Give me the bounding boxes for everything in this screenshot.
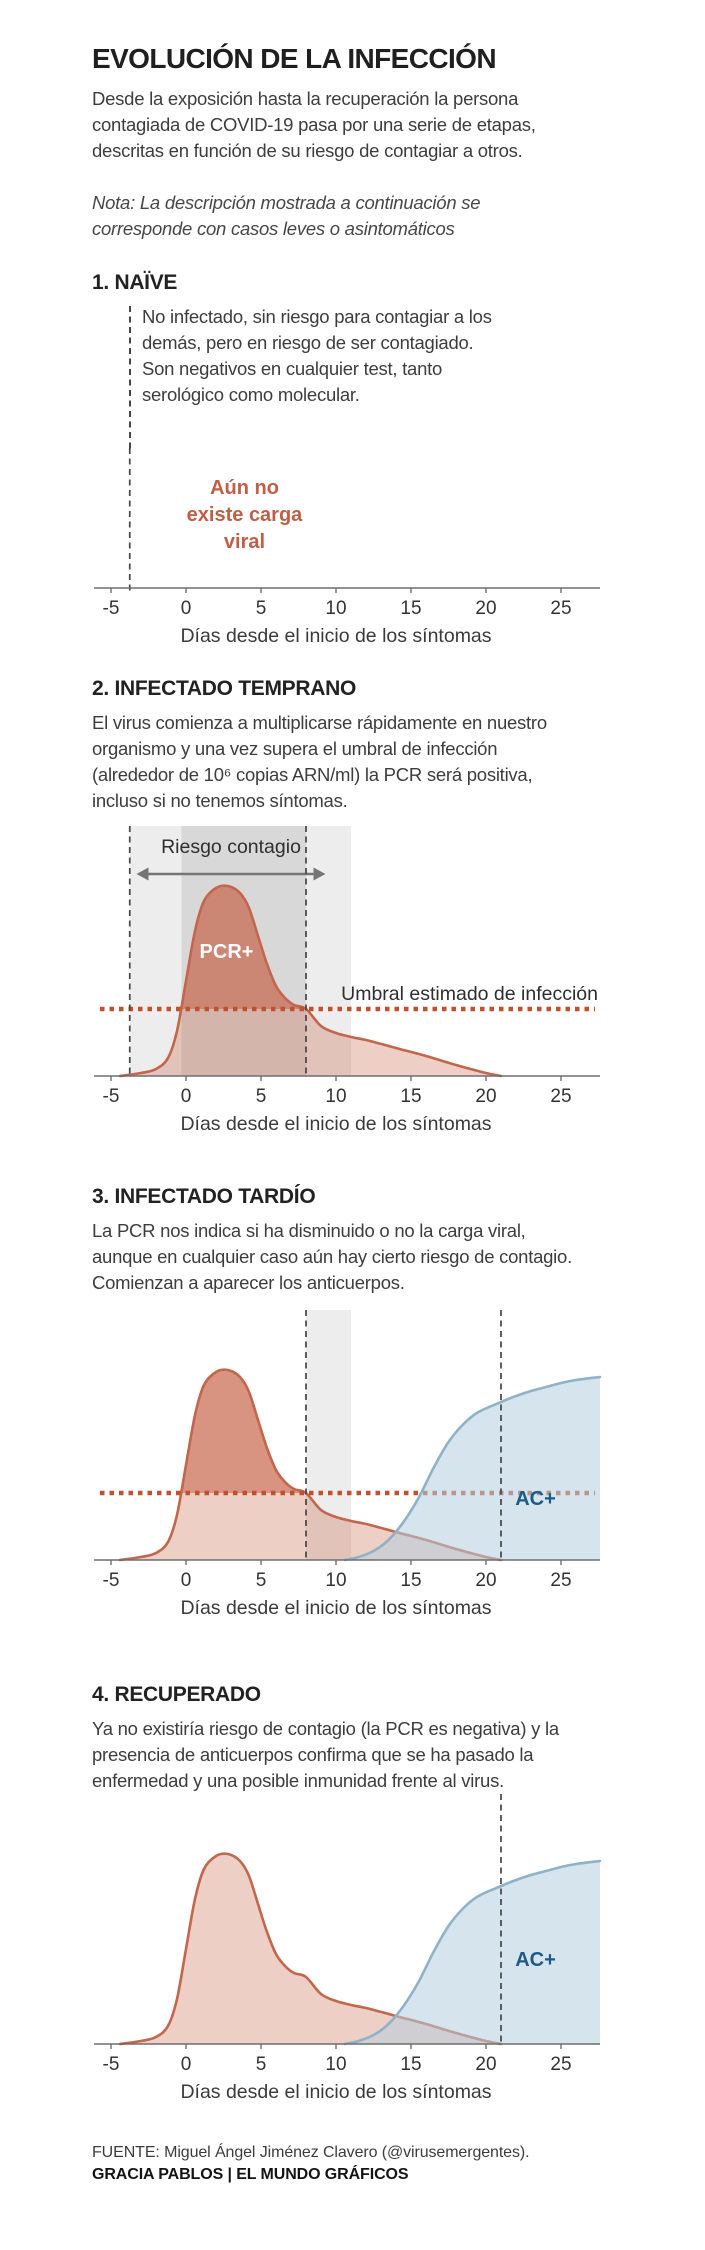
viral-load-curve	[118, 1852, 503, 2046]
x-axis-title: Días desde el inicio de los síntomas	[180, 1113, 491, 1135]
x-tick-label: 0	[181, 1086, 192, 1107]
x-tick-label: 15	[400, 1086, 421, 1107]
x-tick-label: -5	[103, 2054, 120, 2075]
x-tick-label: 25	[550, 1570, 571, 1591]
x-tick-label: 0	[181, 2054, 192, 2075]
x-tick-label: -5	[103, 1086, 120, 1107]
x-tick-label: 10	[325, 1086, 346, 1107]
x-axis: -5 0 5 10 15 20 25 Días desde el inicio de los …	[94, 1075, 600, 1135]
stage-3-body: La PCR nos indica si ha disminuido o no …	[92, 1220, 572, 1293]
x-tick-label: -5	[103, 1570, 120, 1591]
stage-4-heading: 4. RECUPERADO	[92, 1683, 261, 1706]
x-axis: -5 0 5 10 15 20 25 Días desde el inicio de los …	[94, 587, 600, 647]
stage-2-section: 2. INFECTADO TEMPRANO El virus comienza …	[92, 676, 685, 1138]
x-tick-label: 10	[325, 2054, 346, 2075]
x-axis-title: Días desde el inicio de los síntomas	[180, 1597, 491, 1619]
x-tick-label: 10	[325, 598, 346, 619]
chart-infectado-tardio: -5 0 5 10 15 20 25 Días desde el inicio de los …	[94, 1310, 602, 1619]
antibodies-positive-label: AC+	[515, 1488, 556, 1510]
x-tick-label: 20	[475, 2054, 496, 2075]
x-axis-title: Días desde el inicio de los síntomas	[180, 625, 491, 647]
x-tick-label: 10	[325, 1570, 346, 1591]
stage-3-heading: 3. INFECTADO TARDÍO	[92, 1185, 316, 1208]
x-axis-title: Días desde el inicio de los síntomas	[180, 2081, 491, 2103]
stage-4-section: 4. RECUPERADO Ya no existiría riesgo de …	[92, 1682, 685, 2106]
x-axis: -5 0 5 10 15 20 25 Días desde el inicio de los …	[94, 2043, 600, 2103]
stage-1-block: No infectado, sin riesgo para contagiar …	[92, 304, 685, 650]
threshold-label: Umbral estimado de infección	[341, 983, 598, 1005]
x-tick-label: 20	[475, 598, 496, 619]
antibodies-positive-label: AC+	[515, 1949, 556, 1971]
intro-text: Desde la exposición hasta la recuperació…	[92, 88, 536, 161]
stage-1-body: No infectado, sin riesgo para contagiar …	[142, 306, 492, 405]
x-tick-label: 5	[256, 1570, 267, 1591]
stage-1-heading: 1. NAÏVE	[92, 271, 178, 294]
x-tick-label: 25	[550, 2054, 571, 2075]
x-tick-label: 15	[400, 598, 421, 619]
footer: FUENTE: Miguel Ángel Jiménez Clavero (@v…	[92, 2142, 685, 2186]
stage-4-body: Ya no existiría riesgo de contagio (la P…	[92, 1718, 559, 1791]
stage-1-section: 1. NAÏVE No infectado, sin riesgo para c…	[92, 270, 685, 650]
x-tick-label: 25	[550, 1086, 571, 1107]
chart-infectado-temprano: Riesgo contagio -5 0 5 10 15 20 25 Días desde el…	[94, 826, 600, 1135]
source-line: FUENTE: Miguel Ángel Jiménez Clavero (@v…	[92, 2144, 530, 2161]
viral-load-curve	[118, 1368, 503, 1562]
chart-naive: -5 0 5 10 15 20 25 Días desde el inicio de los …	[94, 448, 600, 647]
x-tick-label: -5	[103, 598, 120, 619]
page-title: EVOLUCIÓN DE LA INFECCIÓN	[92, 43, 497, 74]
x-tick-label: 15	[400, 1570, 421, 1591]
x-tick-label: 20	[475, 1086, 496, 1107]
x-tick-label: 15	[400, 2054, 421, 2075]
no-viral-load-annotation: Aún no	[210, 477, 279, 499]
no-viral-load-annotation: viral	[224, 531, 265, 553]
x-tick-label: 5	[256, 1086, 267, 1107]
pcr-positive-label: PCR+	[200, 941, 254, 963]
no-viral-load-annotation: existe carga	[187, 504, 304, 526]
antibodies-curve	[343, 1375, 602, 1562]
stage-2-heading: 2. INFECTADO TEMPRANO	[92, 677, 356, 700]
x-tick-label: 20	[475, 1570, 496, 1591]
viral-load-curve	[118, 884, 503, 1078]
x-tick-label: 25	[550, 598, 571, 619]
stage-3-section: 3. INFECTADO TARDÍO La PCR nos indica si…	[92, 1184, 685, 1622]
chart-recuperado: -5 0 5 10 15 20 25 Días desde el inicio de los …	[94, 1794, 602, 2103]
x-tick-label: 0	[181, 598, 192, 619]
exposure-dashed-line	[129, 306, 131, 450]
x-axis: -5 0 5 10 15 20 25 Días desde el inicio de los …	[94, 1559, 600, 1619]
risk-arrow-label: Riesgo contagio	[161, 836, 301, 858]
stage-2-body: El virus comienza a multiplicarse rápida…	[92, 712, 547, 811]
risk-arrow	[136, 867, 326, 881]
credit-line: GRACIA PABLOS | EL MUNDO GRÁFICOS	[92, 2166, 409, 2183]
x-tick-label: 5	[256, 598, 267, 619]
note-text: Nota: La descripción mostrada a continua…	[92, 192, 481, 239]
x-tick-label: 0	[181, 1570, 192, 1591]
antibodies-curve	[343, 1859, 602, 2046]
x-tick-label: 5	[256, 2054, 267, 2075]
